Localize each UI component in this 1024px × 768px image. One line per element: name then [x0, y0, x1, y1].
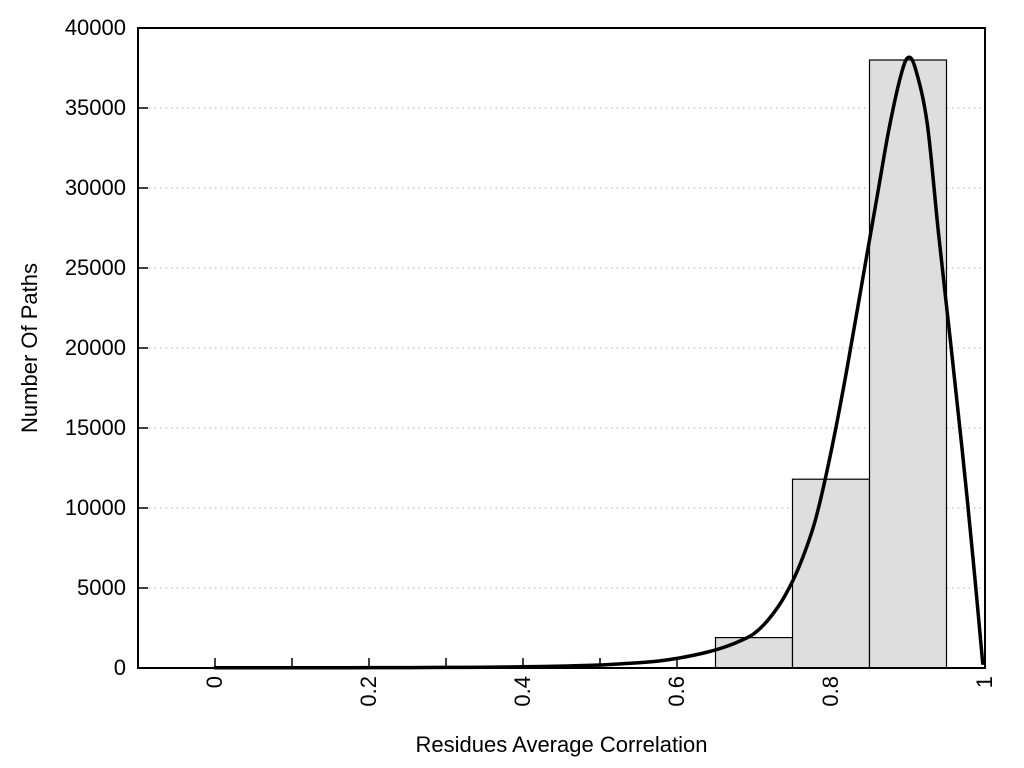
y-axis-title: Number Of Paths: [17, 263, 42, 433]
y-tick-label: 5000: [77, 575, 126, 600]
y-tick-label: 0: [113, 655, 126, 680]
x-tick-label: 0.2: [356, 676, 381, 707]
x-tick-label: 0.6: [664, 676, 689, 707]
y-tick-label: 15000: [64, 415, 126, 440]
y-tick-label: 30000: [64, 175, 126, 200]
y-tick-label: 25000: [64, 255, 126, 280]
x-tick-label: 0.8: [818, 676, 843, 707]
histogram-bar: [791, 478, 871, 669]
x-tick-label: 0: [202, 676, 227, 689]
y-tick-label: 35000: [64, 95, 126, 120]
histogram-bar: [868, 59, 948, 669]
x-tick-label: 1: [972, 676, 997, 689]
x-axis-title: Residues Average Correlation: [415, 732, 708, 757]
y-tick-label: 10000: [64, 495, 126, 520]
y-tick-label: 40000: [64, 15, 126, 40]
plot-border: [137, 27, 986, 669]
y-tick-label: 20000: [64, 335, 126, 360]
x-tick-label: 0.4: [510, 676, 535, 707]
histogram-bar: [714, 636, 794, 669]
